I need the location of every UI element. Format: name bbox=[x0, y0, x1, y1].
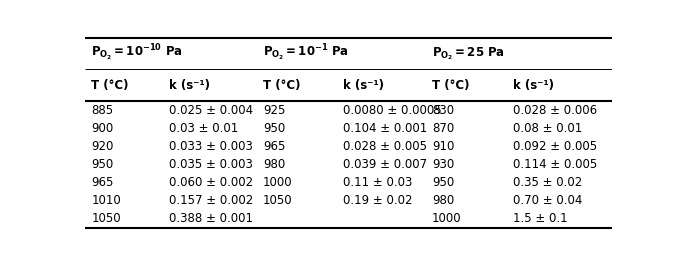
Text: 885: 885 bbox=[91, 104, 114, 117]
Text: 910: 910 bbox=[432, 140, 454, 153]
Text: 980: 980 bbox=[263, 158, 286, 171]
Text: 0.060 ± 0.002: 0.060 ± 0.002 bbox=[169, 176, 254, 189]
Text: 965: 965 bbox=[263, 140, 286, 153]
Text: 0.70 ± 0.04: 0.70 ± 0.04 bbox=[513, 194, 582, 207]
Text: k (s⁻¹): k (s⁻¹) bbox=[169, 79, 210, 92]
Text: 0.35 ± 0.02: 0.35 ± 0.02 bbox=[513, 176, 582, 189]
Text: $\mathbf{P_{O_2}}$$\mathbf{ = 10^{-10}}$ $\mathbf{Pa}$: $\mathbf{P_{O_2}}$$\mathbf{ = 10^{-10}}$… bbox=[91, 43, 183, 63]
Text: 0.104 ± 0.001: 0.104 ± 0.001 bbox=[343, 122, 428, 135]
Text: k (s⁻¹): k (s⁻¹) bbox=[513, 79, 554, 92]
Text: 0.0080 ± 0.0005: 0.0080 ± 0.0005 bbox=[343, 104, 442, 117]
Text: T (°C): T (°C) bbox=[263, 79, 301, 92]
Text: 930: 930 bbox=[432, 158, 454, 171]
Text: 900: 900 bbox=[91, 122, 114, 135]
Text: 0.028 ± 0.006: 0.028 ± 0.006 bbox=[513, 104, 597, 117]
Text: 0.025 ± 0.004: 0.025 ± 0.004 bbox=[169, 104, 254, 117]
Text: 1050: 1050 bbox=[263, 194, 293, 207]
Text: 0.157 ± 0.002: 0.157 ± 0.002 bbox=[169, 194, 254, 207]
Text: 965: 965 bbox=[91, 176, 114, 189]
Text: 0.039 ± 0.007: 0.039 ± 0.007 bbox=[343, 158, 427, 171]
Text: 1000: 1000 bbox=[263, 176, 293, 189]
Text: k (s⁻¹): k (s⁻¹) bbox=[343, 79, 384, 92]
Text: 0.114 ± 0.005: 0.114 ± 0.005 bbox=[513, 158, 597, 171]
Text: 1050: 1050 bbox=[91, 213, 121, 225]
Text: 0.03 ± 0.01: 0.03 ± 0.01 bbox=[169, 122, 239, 135]
Text: 950: 950 bbox=[263, 122, 286, 135]
Text: 980: 980 bbox=[432, 194, 454, 207]
Text: 0.19 ± 0.02: 0.19 ± 0.02 bbox=[343, 194, 413, 207]
Text: 920: 920 bbox=[91, 140, 114, 153]
Text: 0.092 ± 0.005: 0.092 ± 0.005 bbox=[513, 140, 597, 153]
Text: 0.08 ± 0.01: 0.08 ± 0.01 bbox=[513, 122, 582, 135]
Text: 1010: 1010 bbox=[91, 194, 121, 207]
Text: 1000: 1000 bbox=[432, 213, 462, 225]
Text: $\mathbf{P_{O_2}}$$\mathbf{ = 10^{-1}}$ $\mathbf{Pa}$: $\mathbf{P_{O_2}}$$\mathbf{ = 10^{-1}}$ … bbox=[263, 43, 349, 63]
Text: 0.028 ± 0.005: 0.028 ± 0.005 bbox=[343, 140, 427, 153]
Text: T (°C): T (°C) bbox=[91, 79, 129, 92]
Text: 925: 925 bbox=[263, 104, 286, 117]
Text: $\mathbf{P_{O_2}}$$\mathbf{ = 25\ Pa}$: $\mathbf{P_{O_2}}$$\mathbf{ = 25\ Pa}$ bbox=[432, 45, 505, 62]
Text: 0.388 ± 0.001: 0.388 ± 0.001 bbox=[169, 213, 254, 225]
Text: 950: 950 bbox=[432, 176, 454, 189]
Text: 0.11 ± 0.03: 0.11 ± 0.03 bbox=[343, 176, 413, 189]
Text: 1.5 ± 0.1: 1.5 ± 0.1 bbox=[513, 213, 568, 225]
Text: T (°C): T (°C) bbox=[432, 79, 469, 92]
Text: 0.033 ± 0.003: 0.033 ± 0.003 bbox=[169, 140, 253, 153]
Text: 0.035 ± 0.003: 0.035 ± 0.003 bbox=[169, 158, 253, 171]
Text: 830: 830 bbox=[432, 104, 454, 117]
Text: 870: 870 bbox=[432, 122, 454, 135]
Text: 950: 950 bbox=[91, 158, 114, 171]
